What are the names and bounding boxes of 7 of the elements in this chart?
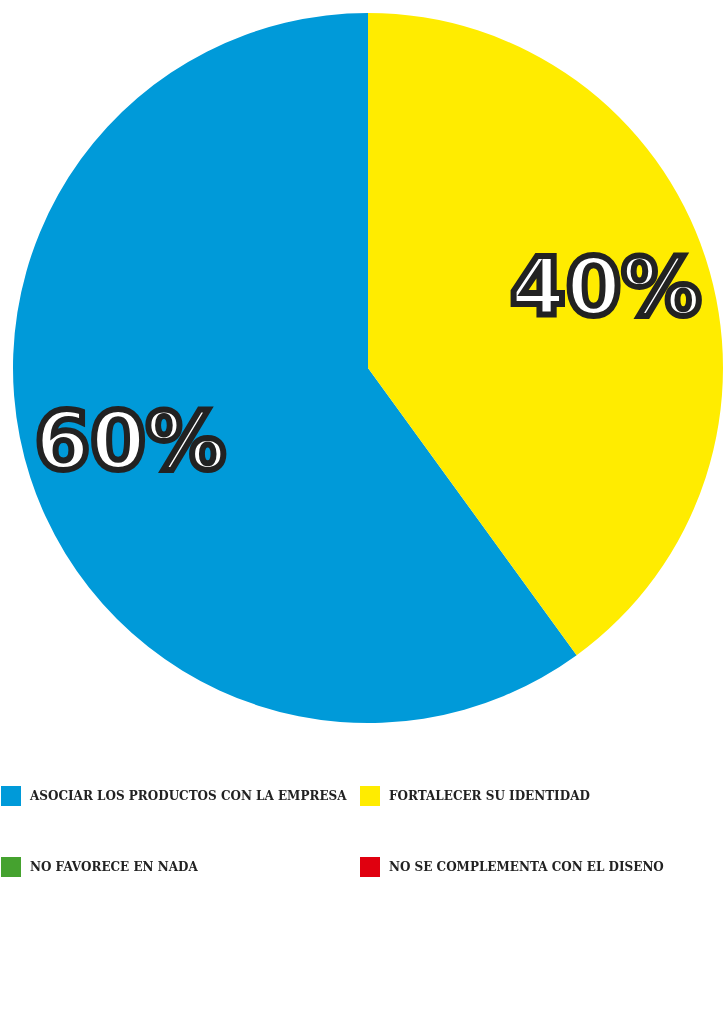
legend-label: NO SE COMPLEMENTA CON EL DISENO	[389, 860, 664, 874]
pie-slice	[368, 13, 723, 656]
legend-label: FORTALECER SU IDENTIDAD	[389, 789, 590, 803]
data-label: 60%	[34, 395, 226, 489]
legend-label: NO FAVORECE EN NADA	[30, 860, 199, 874]
data-label: 40%	[510, 240, 702, 334]
legend-label: ASOCIAR LOS PRODUCTOS CON LA EMPRESA	[29, 789, 348, 803]
